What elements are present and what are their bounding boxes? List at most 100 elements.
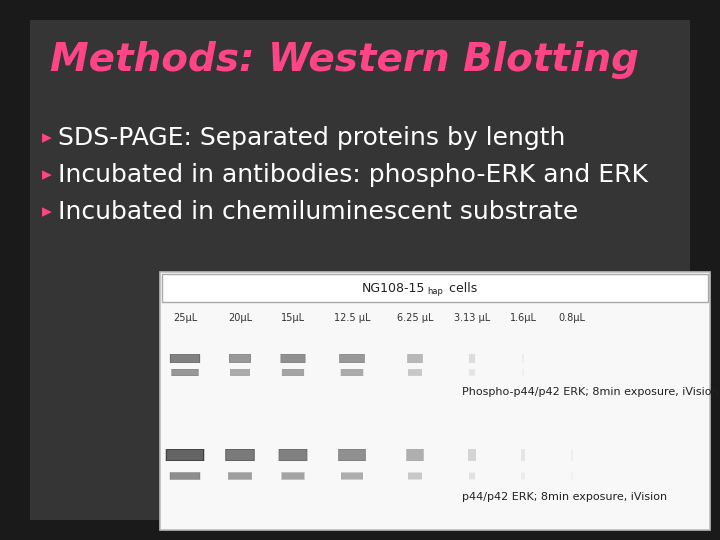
- Bar: [169, 354, 201, 363]
- Bar: [227, 450, 253, 460]
- Bar: [162, 274, 708, 302]
- Bar: [281, 354, 305, 363]
- Bar: [339, 450, 364, 460]
- Bar: [230, 369, 250, 375]
- Bar: [166, 449, 204, 461]
- Bar: [339, 449, 365, 461]
- Bar: [282, 354, 305, 362]
- Bar: [228, 472, 252, 480]
- Bar: [172, 370, 197, 375]
- Bar: [408, 472, 422, 480]
- Bar: [171, 473, 199, 479]
- Bar: [283, 370, 303, 375]
- Bar: [522, 354, 524, 363]
- Bar: [469, 472, 475, 480]
- Bar: [282, 369, 305, 376]
- Bar: [280, 354, 306, 363]
- Bar: [281, 472, 305, 480]
- Bar: [226, 449, 254, 461]
- Bar: [469, 369, 475, 376]
- Bar: [408, 369, 421, 375]
- Bar: [469, 472, 475, 480]
- Bar: [341, 472, 363, 480]
- Bar: [469, 370, 474, 375]
- Bar: [571, 472, 572, 480]
- Bar: [408, 354, 422, 362]
- Bar: [340, 450, 364, 460]
- Bar: [170, 354, 200, 363]
- Bar: [406, 449, 424, 461]
- Bar: [166, 449, 204, 461]
- Bar: [407, 450, 423, 460]
- Bar: [408, 355, 422, 362]
- Bar: [230, 369, 250, 376]
- Bar: [341, 355, 364, 362]
- Bar: [521, 473, 524, 479]
- Bar: [280, 354, 306, 363]
- Bar: [408, 369, 422, 376]
- Bar: [341, 355, 364, 362]
- Bar: [282, 369, 304, 376]
- Bar: [282, 473, 304, 479]
- Bar: [408, 473, 421, 479]
- Bar: [279, 450, 307, 460]
- Bar: [407, 450, 423, 460]
- Bar: [280, 450, 306, 460]
- Bar: [522, 369, 524, 376]
- Bar: [521, 472, 525, 480]
- Bar: [340, 355, 364, 362]
- Bar: [173, 370, 197, 375]
- Bar: [408, 354, 423, 363]
- Bar: [571, 449, 573, 462]
- Bar: [469, 369, 475, 376]
- Bar: [282, 369, 305, 376]
- Bar: [468, 450, 476, 460]
- Bar: [406, 449, 424, 461]
- Text: ▸: ▸: [42, 165, 52, 185]
- Bar: [521, 473, 524, 479]
- Bar: [341, 472, 363, 480]
- Bar: [571, 450, 573, 460]
- Bar: [282, 369, 304, 375]
- Bar: [522, 354, 524, 363]
- Bar: [230, 355, 250, 362]
- Bar: [409, 473, 421, 479]
- Bar: [168, 450, 202, 460]
- Bar: [521, 449, 525, 461]
- Bar: [468, 449, 477, 461]
- Bar: [228, 472, 252, 480]
- Bar: [340, 369, 364, 376]
- Bar: [522, 370, 524, 375]
- Bar: [282, 370, 303, 375]
- Bar: [171, 369, 199, 376]
- Bar: [170, 472, 200, 480]
- Bar: [281, 354, 305, 363]
- Text: 20μL: 20μL: [228, 313, 252, 323]
- Bar: [341, 370, 362, 375]
- Bar: [229, 473, 251, 479]
- Bar: [341, 473, 362, 479]
- Bar: [339, 354, 365, 363]
- Bar: [521, 449, 525, 461]
- Bar: [522, 369, 524, 376]
- Bar: [522, 369, 524, 375]
- Bar: [172, 369, 198, 375]
- Bar: [407, 449, 423, 461]
- Bar: [521, 449, 525, 461]
- Bar: [171, 369, 199, 376]
- Bar: [280, 450, 306, 460]
- Bar: [408, 473, 421, 479]
- Bar: [282, 369, 304, 375]
- Bar: [408, 450, 423, 460]
- Bar: [338, 449, 366, 461]
- Text: ▸: ▸: [42, 129, 52, 147]
- Bar: [468, 449, 476, 461]
- Bar: [170, 354, 200, 363]
- Bar: [230, 473, 251, 479]
- Bar: [469, 354, 475, 363]
- Bar: [468, 449, 476, 461]
- Bar: [228, 472, 252, 480]
- Bar: [230, 369, 250, 376]
- Bar: [521, 472, 525, 480]
- Bar: [521, 450, 525, 460]
